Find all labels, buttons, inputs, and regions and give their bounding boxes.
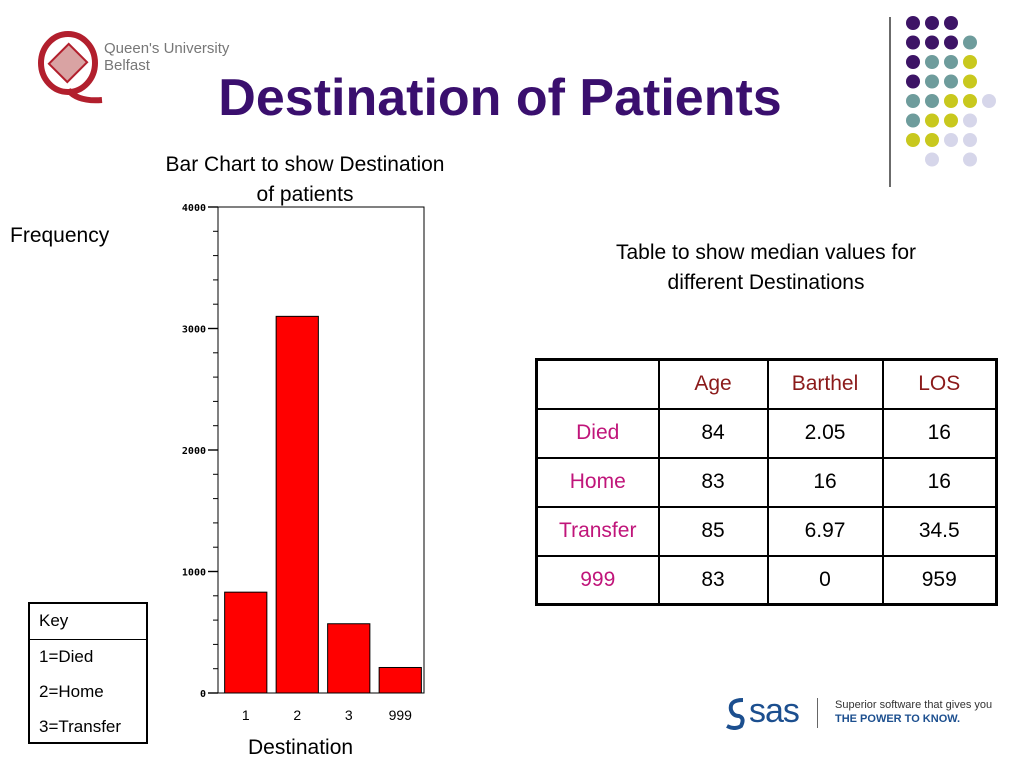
x-tick-label: 999: [389, 707, 413, 723]
table-title-line2: different Destinations: [667, 271, 865, 294]
key-item-home: 2=Home: [39, 682, 104, 701]
key-item-died: 1=Died: [39, 647, 94, 666]
bar-chart: 0 1000 2000 3000 4000 1 2 3 999: [182, 203, 425, 723]
decorative-dot: [944, 16, 958, 30]
table-header-row: Age Barthel LOS: [535, 358, 998, 410]
decorative-dot: [925, 16, 939, 30]
bar: [327, 623, 371, 694]
decorative-dot: [906, 74, 920, 89]
decorative-dot: [944, 94, 958, 108]
key-item-transfer: 3=Transfer: [39, 717, 122, 736]
table-row: Home 83 16 16: [535, 456, 998, 508]
x-tick-label: 2: [293, 707, 301, 723]
chart-y-axis-label: Frequency: [10, 224, 110, 247]
table-cell: 84: [657, 407, 769, 459]
x-tick-label: 1: [242, 707, 250, 723]
x-tick-label: 3: [345, 707, 353, 723]
decorative-dot: [906, 113, 920, 128]
decorative-dot: [906, 94, 920, 108]
sas-tagline-line1: Superior software that gives you: [835, 699, 993, 711]
decorative-dot: [925, 113, 939, 128]
bar: [275, 315, 319, 694]
table-row-label: 999: [535, 554, 660, 606]
decorative-dot: [944, 74, 958, 89]
table-cell: 16: [881, 407, 998, 459]
table-row: Died 84 2.05 16: [535, 407, 998, 459]
bar: [378, 666, 422, 694]
table-cell: 16: [766, 456, 884, 508]
key-title: Key: [30, 604, 146, 640]
table-row-label: Transfer: [535, 505, 660, 557]
table-header-cell: Barthel: [766, 358, 884, 410]
chart-title: Bar Chart to show Destination of patient…: [130, 150, 480, 210]
sas-wordmark: sas: [749, 692, 800, 730]
chart-title-line2: of patients: [256, 183, 354, 206]
table-title-line1: Table to show median values for: [616, 241, 916, 264]
qub-name-line1: Queen's University: [104, 40, 230, 57]
decorative-dot: [906, 35, 920, 50]
decorative-dot: [944, 133, 958, 147]
table-title: Table to show median values for differen…: [566, 238, 966, 298]
table-row: 999 83 0 959: [535, 554, 998, 606]
decorative-dot: [944, 35, 958, 50]
table-header-cell: LOS: [881, 358, 998, 410]
decorative-dot: [925, 35, 939, 50]
divider-line: [889, 17, 891, 187]
table-header-cell: [535, 358, 660, 410]
table-cell: 2.05: [766, 407, 884, 459]
y-tick-label: 1000: [182, 568, 206, 579]
sas-swirl-icon: [726, 698, 745, 730]
table-header-cell: Age: [657, 358, 769, 410]
decorative-dot: [925, 152, 939, 167]
chart-x-axis-label: Destination: [248, 736, 354, 759]
table-cell: 959: [881, 554, 998, 606]
decorative-dot: [982, 94, 996, 108]
sas-logo: sas Superior software that gives you THE…: [725, 692, 1015, 736]
page-title: Destination of Patients: [218, 69, 782, 127]
decorative-dot: [925, 55, 939, 69]
bar: [224, 591, 268, 694]
decorative-dot: [925, 74, 939, 89]
table-row-label: Died: [535, 407, 660, 459]
decorative-dot: [963, 113, 977, 128]
decorative-dot: [925, 133, 939, 147]
key-box: Key 1=Died 2=Home 3=Transfer: [28, 602, 148, 744]
decorative-dot: [906, 55, 920, 69]
decorative-dot: [944, 55, 958, 69]
decorative-dot: [963, 152, 977, 167]
decorative-dot: [925, 94, 939, 108]
table-cell: 0: [766, 554, 884, 606]
table-cell: 83: [657, 554, 769, 606]
decorative-dot: [963, 55, 977, 69]
decorative-dot-grid: [906, 16, 996, 167]
table-cell: 34.5: [881, 505, 998, 557]
table-cell: 85: [657, 505, 769, 557]
median-values-table: Age Barthel LOS Died 84 2.05 16 Home 83 …: [535, 358, 998, 606]
sas-separator: [817, 698, 818, 728]
chart-title-line1: Bar Chart to show Destination: [165, 153, 445, 176]
decorative-dot: [963, 35, 977, 50]
table-cell: 6.97: [766, 505, 884, 557]
decorative-dot: [963, 133, 977, 147]
decorative-dot: [944, 113, 958, 128]
table-row-label: Home: [535, 456, 660, 508]
decorative-dot: [906, 133, 920, 147]
qub-logo: Queen's University Belfast: [38, 30, 238, 110]
y-tick-label: 3000: [182, 325, 206, 336]
qub-name-line2: Belfast: [104, 57, 150, 74]
qub-emblem-icon: [38, 31, 103, 104]
y-tick-label: 2000: [182, 446, 206, 457]
decorative-dot: [906, 16, 920, 30]
sas-tagline-line2: THE POWER TO KNOW.: [835, 713, 961, 725]
y-tick-label: 4000: [182, 203, 206, 214]
y-tick-label: 0: [200, 689, 206, 700]
table-cell: 16: [881, 456, 998, 508]
table-cell: 83: [657, 456, 769, 508]
decorative-dot: [963, 74, 977, 89]
table-row: Transfer 85 6.97 34.5: [535, 505, 998, 557]
decorative-dot: [963, 94, 977, 108]
